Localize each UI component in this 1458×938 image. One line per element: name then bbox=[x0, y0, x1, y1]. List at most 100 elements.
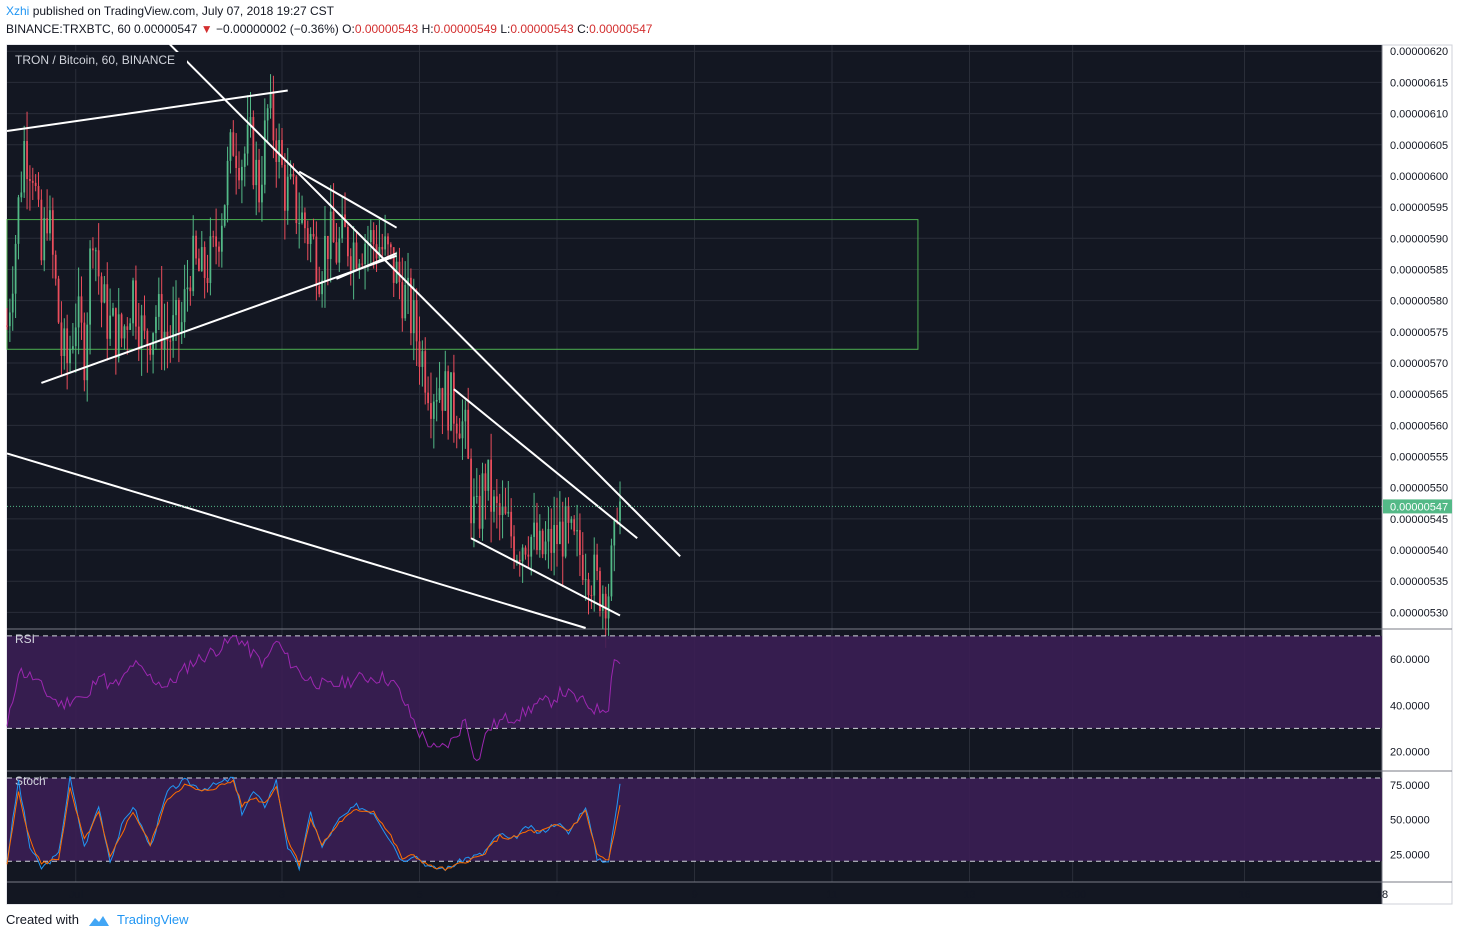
x-tick-label: 3 bbox=[279, 889, 285, 901]
candle-down bbox=[66, 328, 69, 364]
y-tick-label: 0.00000605 bbox=[1390, 140, 1448, 152]
candle-down bbox=[31, 180, 34, 183]
candle-up bbox=[266, 108, 269, 121]
candle-up bbox=[71, 346, 74, 350]
candle-down bbox=[349, 256, 352, 271]
candle-down bbox=[392, 247, 395, 283]
candle-up bbox=[140, 315, 143, 347]
open-value: 0.00000543 bbox=[354, 22, 419, 36]
candle-up bbox=[475, 495, 478, 497]
candle-down bbox=[312, 233, 315, 237]
candle-down bbox=[372, 230, 375, 245]
candle-up bbox=[516, 559, 518, 562]
trendline bbox=[298, 170, 398, 229]
candle-down bbox=[215, 236, 218, 247]
candle-down bbox=[304, 212, 306, 229]
candle-up bbox=[129, 323, 132, 330]
stoch-tick-label: 25.0000 bbox=[1390, 849, 1430, 861]
candle-up bbox=[298, 222, 301, 224]
candle-down bbox=[427, 392, 429, 404]
candle-up bbox=[69, 349, 71, 364]
candle-down bbox=[34, 182, 37, 187]
candle-up bbox=[607, 596, 610, 619]
candle-up bbox=[558, 521, 561, 545]
stoch-tick-label: 75.0000 bbox=[1390, 780, 1430, 792]
candle-down bbox=[573, 519, 576, 532]
candle-up bbox=[74, 327, 77, 347]
candle-down bbox=[169, 340, 172, 342]
low-value: 0.00000543 bbox=[510, 22, 574, 36]
last-price-tag-label: 0.00000547 bbox=[1390, 501, 1448, 513]
candle-down bbox=[97, 250, 100, 277]
candle-down bbox=[166, 331, 169, 341]
candle-up bbox=[593, 554, 596, 596]
candle-up bbox=[487, 459, 490, 491]
candle-up bbox=[20, 192, 23, 198]
publish-info: Xzhi published on TradingView.com, July … bbox=[6, 4, 334, 18]
candle-down bbox=[447, 371, 450, 431]
candle-up bbox=[501, 506, 504, 516]
candle-down bbox=[418, 341, 421, 367]
candle-up bbox=[341, 214, 344, 239]
candle-down bbox=[410, 277, 412, 334]
candle-down bbox=[401, 282, 404, 319]
candle-up bbox=[324, 235, 326, 281]
candle-down bbox=[452, 372, 455, 424]
candle-down bbox=[37, 186, 40, 200]
candle-down bbox=[596, 554, 598, 572]
candle-down bbox=[504, 506, 507, 514]
candle-down bbox=[126, 326, 129, 330]
author-link[interactable]: Xzhi bbox=[6, 4, 30, 18]
candle-up bbox=[547, 528, 550, 542]
candle-down bbox=[590, 595, 593, 597]
candle-up bbox=[412, 300, 415, 334]
candle-down bbox=[57, 278, 60, 323]
candle-up bbox=[132, 280, 134, 324]
x-tick-label: 12:00 bbox=[1059, 889, 1087, 901]
trendline bbox=[336, 252, 397, 280]
y-tick-label: 0.00000590 bbox=[1390, 233, 1448, 245]
candle-up bbox=[63, 328, 66, 356]
candle-up bbox=[43, 218, 46, 261]
y-tick-label: 0.00000550 bbox=[1390, 483, 1448, 495]
tradingview-link[interactable]: TradingView bbox=[116, 912, 189, 927]
candle-up bbox=[263, 120, 266, 185]
candle-up bbox=[435, 399, 438, 402]
candle-down bbox=[599, 571, 601, 611]
candle-up bbox=[301, 212, 303, 223]
candle-down bbox=[381, 246, 384, 250]
candle-up bbox=[364, 243, 366, 265]
candle-up bbox=[163, 331, 166, 350]
candle-down bbox=[455, 423, 458, 434]
last-price: 0.00000547 bbox=[134, 22, 198, 36]
rsi-band bbox=[7, 635, 1382, 729]
candle-down bbox=[295, 176, 298, 224]
x-tick-label: 9 bbox=[691, 889, 697, 901]
x-tick-label: 16 bbox=[1238, 889, 1250, 901]
candle-down bbox=[218, 246, 220, 252]
candle-up bbox=[421, 351, 424, 367]
candle-down bbox=[203, 247, 206, 278]
candle-down bbox=[160, 294, 163, 350]
candle-down bbox=[398, 261, 401, 283]
y-tick-label: 0.00000545 bbox=[1390, 514, 1448, 526]
candle-up bbox=[407, 277, 409, 286]
candle-down bbox=[518, 559, 521, 562]
candle-down bbox=[206, 277, 209, 284]
candle-down bbox=[212, 236, 215, 238]
candle-down bbox=[137, 326, 140, 347]
candle-down bbox=[587, 579, 590, 596]
candle-up bbox=[220, 225, 223, 252]
candle-down bbox=[92, 248, 94, 251]
candle-down bbox=[232, 132, 235, 156]
publish-text: published on TradingView.com, July 07, 2… bbox=[32, 4, 334, 18]
stoch-tick-label: 50.0000 bbox=[1390, 815, 1430, 827]
candle-down bbox=[198, 258, 200, 271]
symbol-label: BINANCE:TRXBTC, 60 bbox=[6, 22, 131, 36]
candle-up bbox=[183, 289, 186, 323]
candle-up bbox=[538, 530, 541, 550]
candle-up bbox=[493, 496, 495, 512]
candle-down bbox=[149, 345, 152, 355]
candle-down bbox=[424, 351, 427, 393]
